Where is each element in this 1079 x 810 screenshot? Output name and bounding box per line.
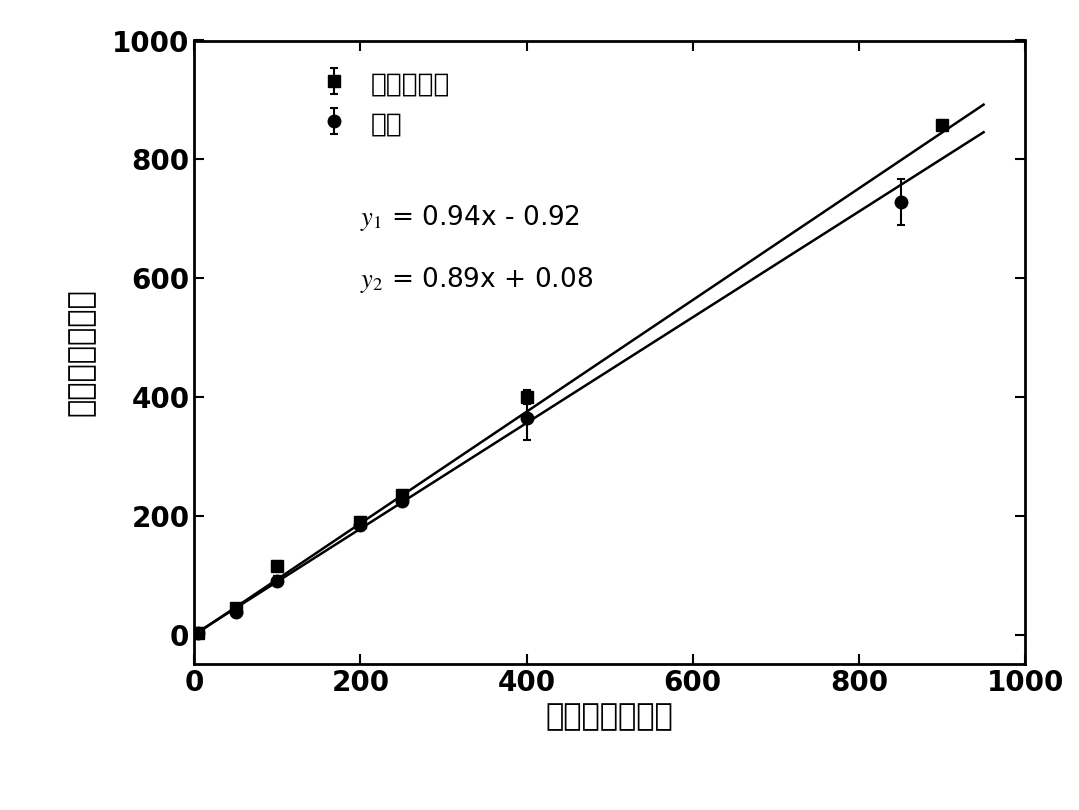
- X-axis label: 加入的细胞数目: 加入的细胞数目: [546, 702, 673, 731]
- Text: $y_1$ = 0.94x - 0.92: $y_1$ = 0.94x - 0.92: [360, 202, 581, 232]
- Text: $y_2$ = 0.89x + 0.08: $y_2$ = 0.89x + 0.08: [360, 265, 593, 295]
- Y-axis label: 捕获的细胞数目: 捕获的细胞数目: [66, 288, 95, 416]
- Legend: 完全培养基, 血液: 完全培养基, 血液: [308, 60, 461, 148]
